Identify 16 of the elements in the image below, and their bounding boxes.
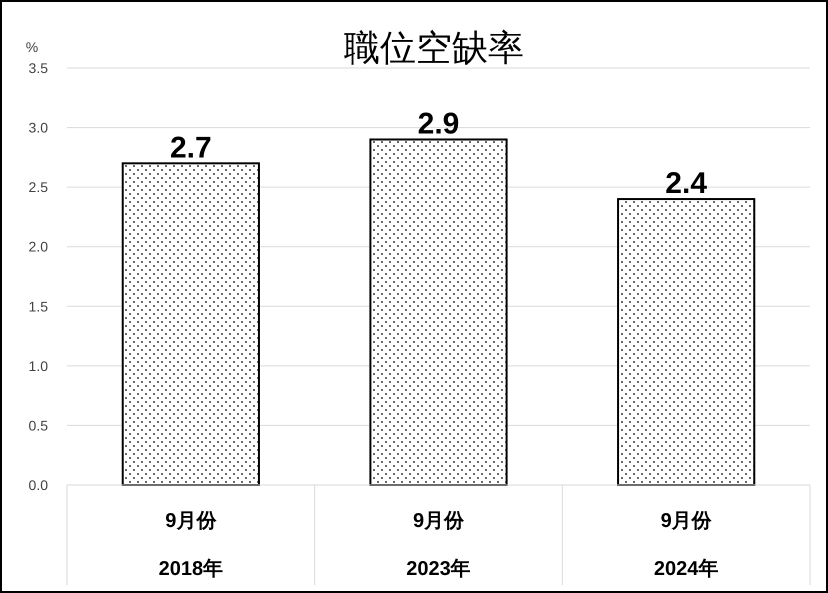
text: 1.5: [28, 298, 48, 314]
text: 2.0: [28, 238, 48, 255]
text: 3.0: [28, 120, 48, 136]
text: 0.5: [28, 417, 48, 434]
y-axis-title: %: [26, 39, 38, 55]
data-label: 2.7: [170, 131, 212, 164]
chart-title: 職位空缺率: [344, 27, 524, 68]
category-label: 9月份 2024年: [654, 510, 718, 580]
text: 1.0: [28, 358, 48, 374]
data-label: 2.9: [418, 107, 460, 140]
text: 3.5: [28, 60, 48, 76]
data-label: 2.4: [665, 167, 708, 200]
category-label: 9月份 2018年: [158, 510, 224, 580]
text: 0.0: [28, 477, 48, 493]
text: 2.5: [28, 179, 48, 196]
category-label: 9月份 2023年: [406, 510, 471, 580]
